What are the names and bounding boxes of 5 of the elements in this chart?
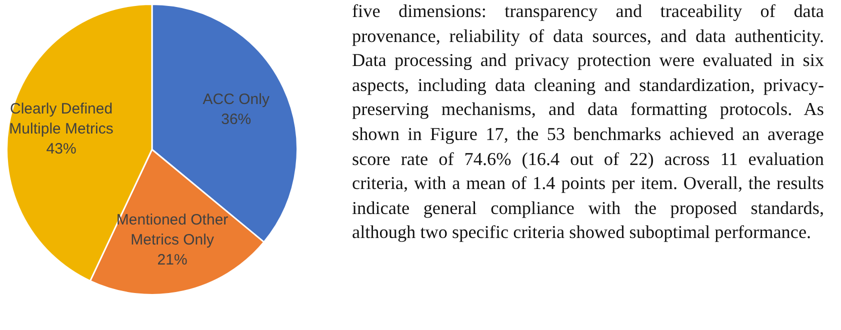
data-label: 36% bbox=[221, 111, 252, 128]
slice-label: ACC Only bbox=[202, 91, 270, 108]
data-label: 21% bbox=[157, 251, 188, 268]
text: five dimensions: transparency and traceability of data provenance, reliability of data sources, and data authenticity. Data processing and privacy protection were evaluated in six aspects, including data cleaning and standardization, privacy-preserving mechanisms, and data formatting protocols. As shown in Figure 17, the 53 benchmarks achieved an average score rate of 74.6% (16.4 out of 22) across 11 evaluation criteria, with a mean of 1.4 points per item. Overall, the results indicate general compliance with the proposed standards, although two specific criteria showed suboptimal performance. bbox=[352, 1, 824, 242]
data-label: 43% bbox=[46, 140, 76, 158]
